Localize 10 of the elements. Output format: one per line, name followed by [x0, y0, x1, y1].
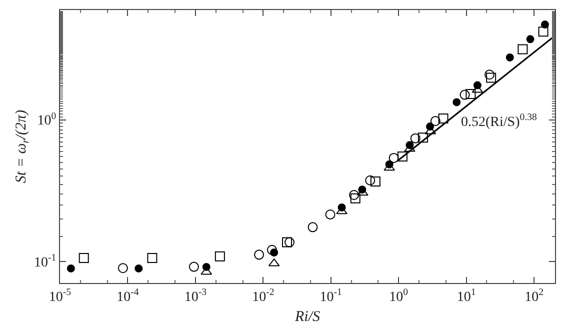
x-tick-label: 10$^{0}$	[389, 286, 408, 305]
x-axis-title: Ri/S	[294, 308, 320, 325]
x-tick-label: 10$^{-4}$	[116, 286, 139, 305]
x-tick-label: 10$^{-3}$	[184, 286, 207, 305]
x-tick-label: 10$^{-5}$	[48, 286, 72, 305]
x-tick-label: 10$^{-1}$	[320, 286, 342, 305]
x-tick-label: 10$^{-2}$	[252, 286, 274, 305]
annotation: 0.52(Ri/S)$^{0.38}$	[461, 112, 537, 130]
x-tick-label: 10$^{1}$	[456, 286, 476, 305]
x-tick-label: 10$^{2}$	[524, 286, 544, 305]
